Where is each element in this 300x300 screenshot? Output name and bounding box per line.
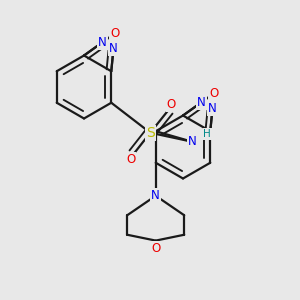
Text: O: O bbox=[110, 27, 120, 40]
Text: O: O bbox=[151, 242, 160, 255]
Text: N: N bbox=[188, 135, 197, 148]
Text: N: N bbox=[109, 42, 118, 55]
Text: N: N bbox=[151, 189, 160, 202]
Text: O: O bbox=[126, 153, 135, 166]
Text: O: O bbox=[209, 87, 219, 100]
Text: S: S bbox=[146, 126, 155, 140]
Text: N: N bbox=[208, 102, 217, 115]
Text: N: N bbox=[197, 96, 206, 109]
Text: O: O bbox=[167, 98, 176, 111]
Text: H: H bbox=[203, 129, 211, 139]
Text: N: N bbox=[98, 36, 107, 49]
